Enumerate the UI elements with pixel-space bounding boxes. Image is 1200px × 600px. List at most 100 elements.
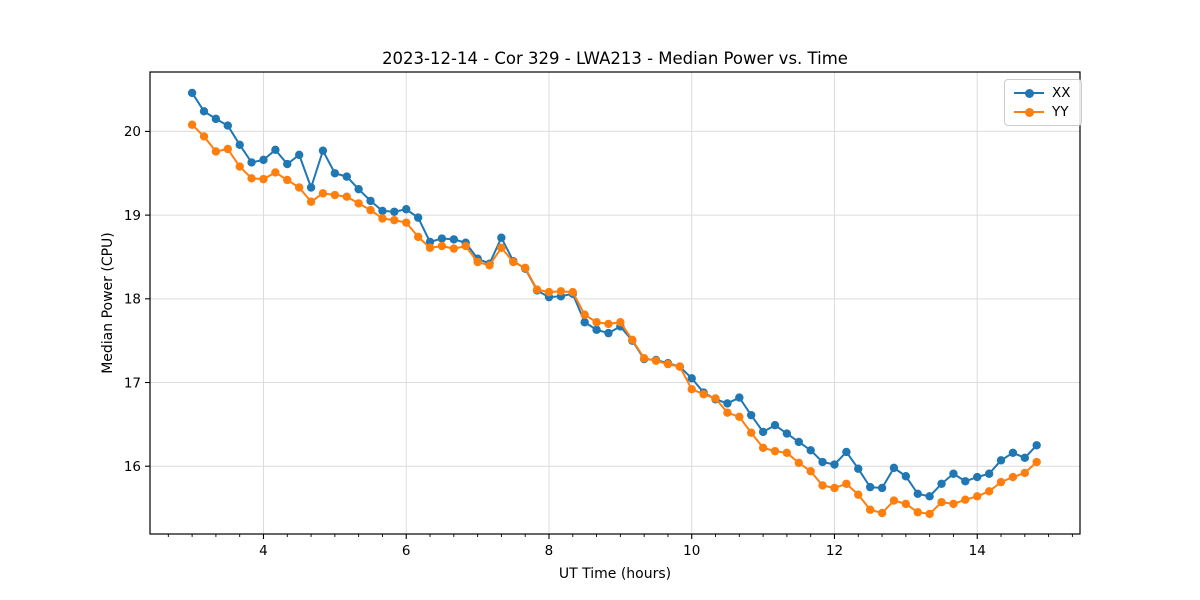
data-point-xx	[996, 456, 1006, 465]
data-point-yy	[390, 215, 399, 225]
data-point-xx	[580, 318, 589, 327]
data-point-xx	[925, 492, 934, 501]
data-point-yy	[818, 481, 827, 490]
data-point-yy	[687, 385, 696, 394]
legend-label-xx: XX	[1052, 85, 1071, 101]
data-point-yy	[949, 499, 958, 509]
data-point-xx	[271, 145, 280, 155]
data-point-yy	[711, 394, 720, 403]
data-point-yy	[1020, 468, 1030, 478]
data-point-yy	[616, 318, 625, 327]
data-point-yy	[378, 214, 387, 223]
data-point-xx	[842, 447, 851, 457]
data-point-yy	[259, 174, 268, 184]
data-point-xx	[770, 421, 780, 430]
data-point-xx	[366, 196, 375, 206]
x-axis-label: UT Time (hours)	[559, 566, 671, 582]
data-point-yy	[723, 408, 732, 417]
data-point-yy	[842, 479, 851, 488]
data-point-yy	[901, 499, 911, 509]
data-point-yy	[961, 495, 970, 504]
x-tick-label: 12	[826, 543, 843, 559]
data-point-yy	[318, 189, 328, 198]
data-point-xx	[402, 205, 411, 214]
data-point-xx	[211, 114, 221, 124]
data-point-xx	[306, 183, 316, 192]
data-point-xx	[283, 159, 292, 169]
data-point-yy	[735, 412, 744, 422]
data-point-xx	[259, 155, 268, 165]
data-point-yy	[544, 287, 554, 297]
grid-layer	[150, 72, 1080, 534]
data-point-xx	[413, 213, 423, 222]
data-point-xx	[877, 483, 887, 493]
data-point-xx	[782, 429, 792, 438]
data-point-xx	[449, 235, 459, 244]
data-point-xx	[806, 446, 815, 455]
y-tick-label: 16	[124, 459, 141, 475]
series-layer	[187, 88, 1041, 519]
data-point-yy	[568, 287, 577, 297]
legend-item-yy: YY	[1014, 104, 1071, 120]
axes-layer: 4 6 8 10 12 14 16 17 18 19 20	[124, 71, 1081, 559]
y-tick-label: 20	[124, 124, 141, 140]
data-point-yy	[402, 218, 411, 227]
data-point-xx	[949, 469, 958, 478]
yy-line-marker-swatch	[1014, 107, 1044, 117]
data-point-xx	[937, 479, 946, 488]
data-point-yy	[271, 168, 280, 177]
data-point-xx	[497, 233, 506, 242]
data-point-yy	[913, 508, 922, 517]
legend-label-yy: YY	[1052, 104, 1069, 120]
data-point-yy	[425, 243, 435, 252]
data-point-xx	[735, 393, 744, 402]
data-point-yy	[509, 257, 518, 267]
data-point-yy	[449, 244, 459, 253]
data-point-xx	[235, 140, 244, 150]
series-line-yy	[191, 123, 1038, 515]
data-point-yy	[651, 356, 661, 365]
data-point-xx	[818, 457, 827, 467]
data-point-yy	[283, 175, 292, 185]
x-tick-label: 14	[969, 543, 986, 559]
data-point-xx	[961, 477, 970, 486]
yy-marker-swatch	[1024, 107, 1034, 117]
y-tick-label: 18	[124, 292, 141, 308]
data-point-yy	[235, 162, 244, 171]
data-point-xx	[437, 234, 447, 243]
data-point-xx	[901, 472, 911, 481]
data-point-xx	[199, 107, 209, 116]
data-point-xx	[592, 325, 601, 334]
data-point-yy	[330, 190, 340, 200]
data-point-yy	[984, 487, 994, 496]
data-point-yy	[639, 354, 649, 363]
data-point-yy	[782, 448, 792, 458]
data-point-yy	[973, 492, 982, 501]
data-point-yy	[865, 505, 875, 514]
y-axis-label: Median Power (CPU)	[100, 232, 116, 374]
data-point-yy	[223, 144, 232, 154]
data-point-yy	[366, 205, 375, 215]
series-line-xx	[191, 91, 1038, 498]
data-point-yy	[485, 261, 494, 270]
data-point-xx	[247, 158, 256, 167]
legend: XX YY	[1004, 79, 1082, 126]
data-point-yy	[854, 490, 863, 499]
data-point-yy	[580, 310, 589, 319]
data-point-yy	[996, 477, 1006, 487]
data-point-xx	[723, 399, 732, 408]
xx-line-marker-swatch	[1014, 88, 1044, 98]
data-point-yy	[699, 390, 708, 399]
data-point-yy	[830, 483, 839, 493]
x-tick-label: 6	[402, 543, 411, 559]
data-point-yy	[877, 508, 887, 518]
data-point-xx	[390, 207, 399, 216]
data-point-yy	[770, 446, 780, 456]
data-point-xx	[294, 150, 304, 160]
data-point-yy	[663, 359, 673, 369]
data-point-xx	[794, 437, 803, 447]
xx-marker-swatch	[1024, 88, 1034, 98]
data-point-yy	[187, 120, 197, 129]
data-point-xx	[330, 169, 340, 178]
data-point-xx	[187, 88, 197, 98]
